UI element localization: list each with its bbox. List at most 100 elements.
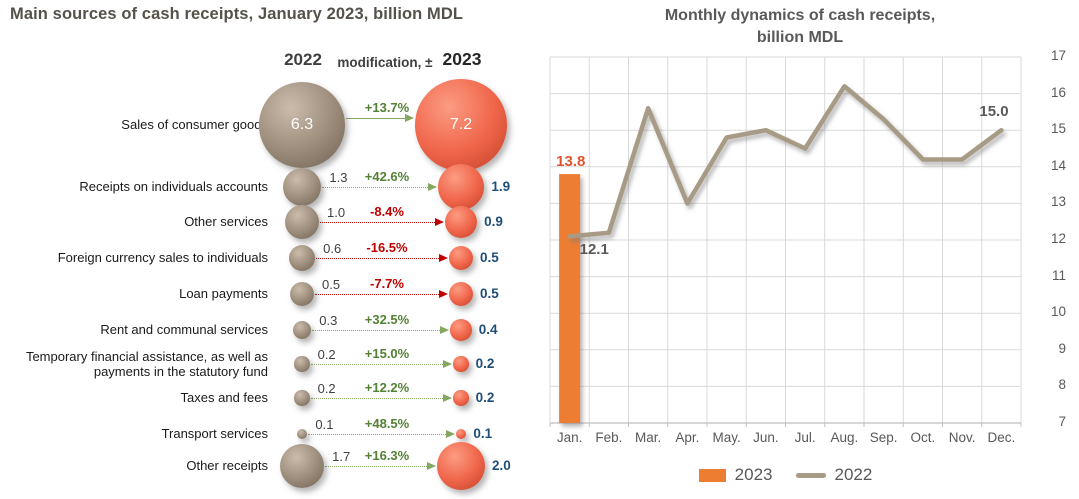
bubble-2022 xyxy=(292,320,312,340)
x-tick-label: Nov. xyxy=(948,430,976,445)
bubble-2023 xyxy=(450,319,472,341)
y-tick-label: 14 xyxy=(1050,157,1066,173)
bubble-2023 xyxy=(448,281,473,306)
change-percent: +32.5% xyxy=(364,312,410,327)
source-label: Other services xyxy=(184,214,268,230)
change-arrow-head xyxy=(440,326,450,334)
change-percent: -7.7% xyxy=(370,276,404,291)
y-tick-label: 7 xyxy=(1058,414,1066,429)
x-tick-label: Sep. xyxy=(869,430,898,445)
change-arrow-head xyxy=(445,430,455,438)
legend-swatch-2023 xyxy=(698,468,726,482)
change-arrow-shaft xyxy=(345,118,406,119)
x-tick-label: Aug. xyxy=(830,430,859,445)
column-header-2023: 2023 xyxy=(442,49,482,69)
bar-2023-jan xyxy=(559,174,581,423)
change-arrow-head xyxy=(438,254,448,262)
value-2022: 0.2 xyxy=(317,347,336,362)
x-tick-label: Feb. xyxy=(595,430,623,445)
change-arrow-head xyxy=(405,114,415,122)
bubble-2022 xyxy=(294,390,310,406)
y-tick-label: 15 xyxy=(1050,121,1066,137)
change-percent: -8.4% xyxy=(370,204,404,219)
bubble-2022 xyxy=(282,167,322,207)
bubble-2023 xyxy=(455,428,467,440)
right-chart: Monthly dynamics of cash receipts, billi… xyxy=(540,0,1079,499)
change-arrow-shaft xyxy=(315,294,439,295)
legend-label-2022: 2022 xyxy=(834,465,873,484)
bubble-2022 xyxy=(289,281,314,306)
x-tick-label: Jun. xyxy=(753,430,779,445)
change-percent: +42.6% xyxy=(364,169,410,184)
source-label: Transport services xyxy=(161,426,268,442)
x-tick-label: Jan. xyxy=(556,430,583,445)
change-percent: +48.5% xyxy=(364,416,410,431)
x-tick-label: Jul. xyxy=(794,430,816,445)
value-2022: 1.7 xyxy=(332,449,351,464)
bubble-2023 xyxy=(444,205,478,239)
bubble-2023 xyxy=(448,245,473,270)
change-percent: +16.3% xyxy=(364,448,410,463)
change-arrow-shaft xyxy=(325,466,427,467)
y-tick-label: 17 xyxy=(1050,48,1066,63)
y-tick-label: 10 xyxy=(1050,304,1066,320)
value-2022: 6.3 xyxy=(290,116,314,133)
value-2022: 0.1 xyxy=(315,417,334,432)
source-label: Temporary financial assistance, as well … xyxy=(25,348,268,379)
y-tick-label: 9 xyxy=(1058,340,1066,356)
value-2022: 1.3 xyxy=(329,170,348,185)
source-label: Rent and communal services xyxy=(100,322,268,338)
value-2022: 0.3 xyxy=(319,313,338,328)
data-label-2023-Jan: 13.8 xyxy=(556,153,586,171)
change-arrow-head xyxy=(427,183,437,191)
bubble-2023 xyxy=(415,79,507,171)
source-label: Taxes and fees xyxy=(180,390,268,406)
right-chart-title-line1: Monthly dynamics of cash receipts, xyxy=(664,7,936,24)
change-arrow-head xyxy=(438,290,448,298)
change-arrow-shaft xyxy=(312,330,441,331)
change-arrow-shaft xyxy=(310,398,444,399)
source-label: Sales of consumer goods xyxy=(121,117,268,133)
change-arrow-shaft xyxy=(308,434,446,435)
legend-label-2023: 2023 xyxy=(734,465,773,484)
change-arrow-head xyxy=(443,360,453,368)
source-label: Loan payments xyxy=(179,286,268,302)
value-2023: 2.0 xyxy=(492,458,511,473)
bubble-2022 xyxy=(294,356,310,372)
change-arrow-head xyxy=(434,218,444,226)
value-2023: 7.2 xyxy=(449,116,473,133)
y-tick-label: 11 xyxy=(1051,267,1066,283)
change-arrow-shaft xyxy=(320,222,435,223)
y-tick-label: 13 xyxy=(1050,194,1066,210)
value-2023: 0.5 xyxy=(480,250,499,265)
change-arrow-head xyxy=(426,462,436,470)
value-2023: 1.9 xyxy=(491,179,511,194)
source-label: Receipts on individuals accounts xyxy=(79,179,268,195)
bubble-2022 xyxy=(288,244,316,272)
value-2022: 1.0 xyxy=(327,205,346,220)
change-arrow-shaft xyxy=(322,187,428,188)
right-chart-title-line2: billion MDL xyxy=(756,29,844,47)
x-tick-label: Oct. xyxy=(910,430,936,445)
x-tick-label: Mar. xyxy=(634,430,662,445)
data-label-2022-Dec: 15.0 xyxy=(979,103,1009,121)
change-arrow-head xyxy=(443,394,453,402)
change-percent: +13.7% xyxy=(364,100,410,115)
change-percent: -16.5% xyxy=(366,240,408,255)
bubble-2023 xyxy=(453,390,469,406)
x-tick-label: Dec. xyxy=(987,430,1016,445)
change-percent: +15.0% xyxy=(364,346,410,361)
column-header-modification: modification, ± xyxy=(337,55,433,70)
bubble-2023 xyxy=(436,441,486,491)
bubble-2022 xyxy=(285,205,319,239)
bubble-2022 xyxy=(259,82,345,168)
y-tick-label: 16 xyxy=(1050,84,1066,100)
value-2023: 0.4 xyxy=(478,322,498,337)
x-tick-label: Apr. xyxy=(675,430,700,445)
legend-swatch-2022 xyxy=(795,472,826,478)
plot-area xyxy=(549,56,1022,427)
value-2023: 0.2 xyxy=(475,390,495,405)
bubble-2023 xyxy=(437,163,485,211)
bubble-2022 xyxy=(296,428,308,440)
y-tick-label: 8 xyxy=(1058,377,1066,393)
